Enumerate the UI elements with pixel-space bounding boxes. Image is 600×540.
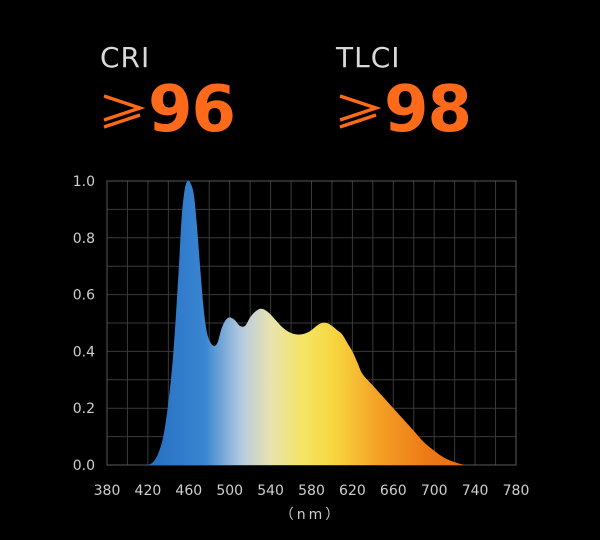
x-tick-label: 660 (380, 483, 407, 499)
tlci-value: 98 (384, 73, 472, 147)
y-tick-label: 1.0 (73, 174, 95, 190)
y-tick-labels: 1.0 0.8 0.6 0.4 0.2 0.0 (73, 174, 95, 474)
x-tick-label: 540 (257, 483, 284, 499)
cri-metric: CRI 96 (100, 41, 236, 147)
x-tick-label: 460 (175, 483, 202, 499)
x-tick-label: 740 (462, 483, 489, 499)
x-tick-label: 420 (135, 483, 162, 499)
spectrum-area (147, 180, 506, 465)
x-tick-label: 580 (298, 483, 325, 499)
x-tick-label: 380 (94, 483, 121, 499)
greater-equal-icon (339, 94, 382, 129)
x-axis-label: （nm） (280, 507, 343, 523)
tlci-value-row: 98 (336, 73, 472, 147)
y-tick-label: 0.4 (73, 344, 95, 360)
x-tick-label: 700 (421, 483, 448, 499)
x-tick-label: 780 (503, 483, 530, 499)
x-tick-labels: 380 420 460 500 540 580 620 660 700 740 780 (94, 483, 530, 499)
cri-label: CRI (100, 41, 151, 74)
cri-value: 96 (148, 73, 236, 147)
tlci-label: TLCI (336, 41, 401, 74)
x-tick-label: 620 (339, 483, 366, 499)
y-tick-label: 0.8 (73, 231, 95, 247)
tlci-metric: TLCI 98 (336, 41, 472, 147)
x-tick-label: 500 (216, 483, 243, 499)
greater-equal-icon (103, 94, 146, 129)
y-tick-label: 0.2 (73, 401, 95, 417)
cri-value-row: 96 (100, 73, 236, 147)
y-tick-label: 0.6 (73, 288, 95, 304)
y-tick-label: 0.0 (73, 458, 95, 474)
